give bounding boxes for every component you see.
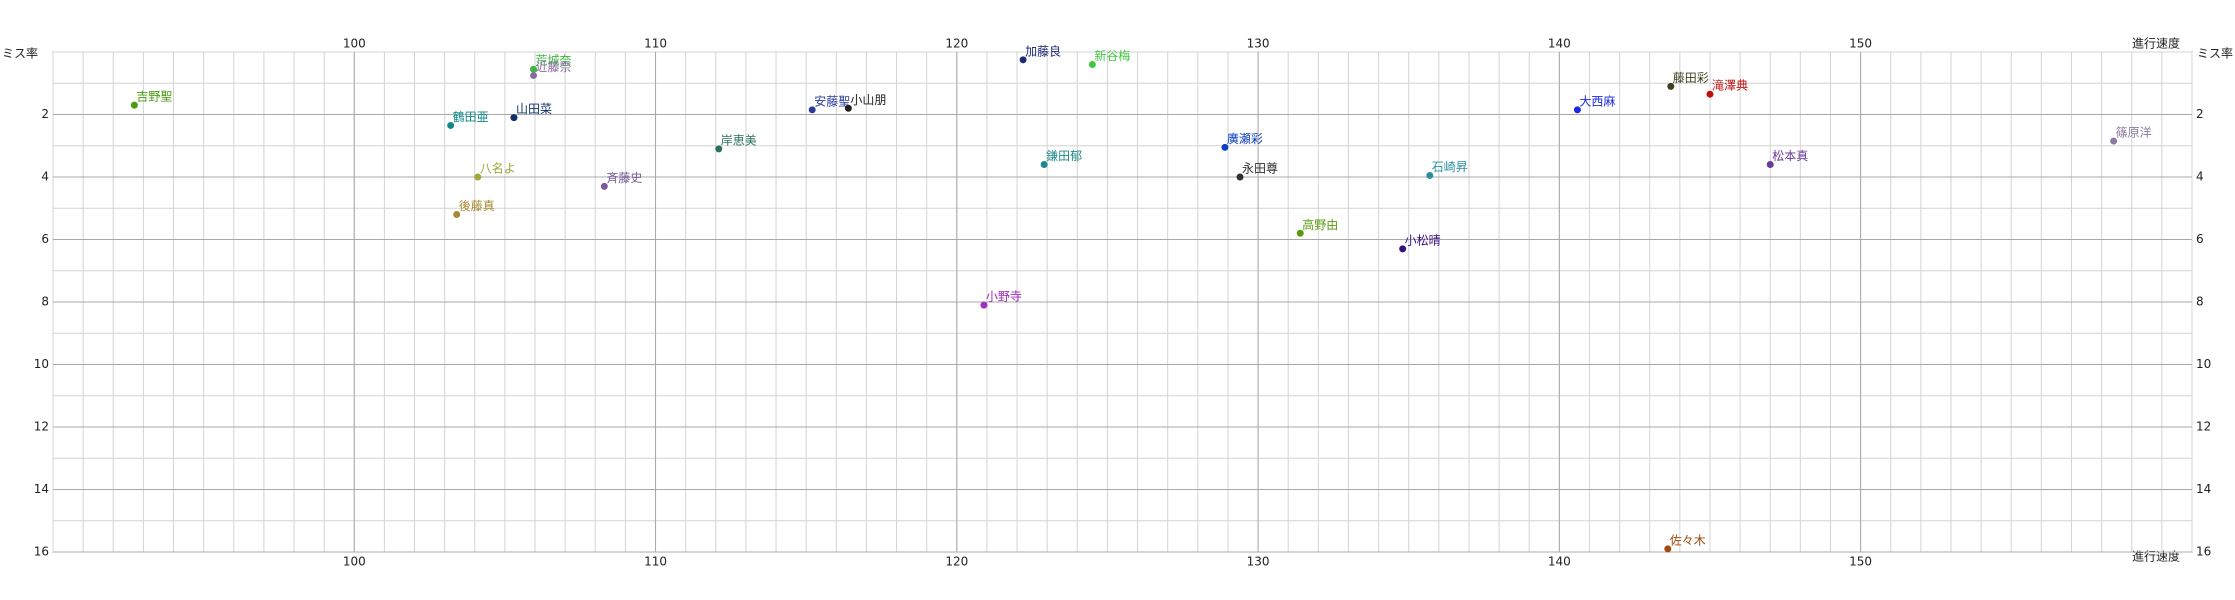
y-tick-label-right: 4 [2196, 170, 2204, 184]
y-tick-label-right: 8 [2196, 295, 2204, 309]
point-label: 荒城奈 [536, 54, 572, 68]
y-tick-label-right: 16 [2196, 545, 2211, 559]
x-tick-label-top: 140 [1548, 37, 1571, 51]
point [1706, 90, 1714, 98]
y-tick-label-right: 2 [2196, 107, 2204, 121]
point [1573, 106, 1581, 114]
y-tick-label: 16 [34, 545, 49, 559]
point-label: 石崎昇 [1432, 160, 1468, 174]
point-label: 大西麻 [1579, 93, 1615, 108]
point [474, 173, 482, 181]
point-label: 小山朋 [850, 93, 886, 107]
x-tick-label-bottom: 120 [945, 555, 968, 569]
x-tick-label-bottom: 150 [1849, 555, 1872, 569]
point-label: 佐々木 [1670, 533, 1706, 547]
y-tick-label: 6 [41, 232, 49, 246]
point [530, 71, 538, 79]
point [808, 106, 816, 114]
point [2110, 137, 2118, 145]
y-tick-label-right: 10 [2196, 357, 2211, 371]
point [530, 65, 538, 73]
point-label: 八名よ [480, 161, 516, 176]
x-tick-label-top: 130 [1247, 37, 1270, 51]
x-tick-label-bottom: 100 [343, 555, 366, 569]
y-tick-label-right: 14 [2196, 482, 2211, 496]
x-tick-label-bottom: 140 [1548, 555, 1571, 569]
point [844, 104, 852, 112]
point-label: 山田菜 [516, 102, 552, 116]
y-tick-label: 2 [41, 107, 49, 121]
point [1221, 143, 1229, 151]
point-label: 鶴田亜 [453, 109, 489, 124]
point-label: 滝澤典 [1712, 79, 1748, 93]
point [1766, 161, 1774, 168]
y-tick-label: 12 [34, 420, 49, 434]
point-label: 近藤奈 [536, 60, 572, 74]
x-tick-label-top: 120 [945, 37, 968, 51]
point [715, 145, 723, 153]
point-label: 小野寺 [986, 290, 1022, 304]
point-label: 松本真 [1772, 149, 1808, 163]
point [510, 114, 518, 122]
y-tick-label: 10 [34, 357, 49, 371]
y-tick-label: 4 [41, 170, 49, 184]
point [1667, 82, 1675, 90]
point [1019, 56, 1027, 64]
x-tick-label-bottom: 110 [644, 555, 667, 569]
y-axis-label-right: ミス率 [2197, 46, 2233, 61]
point [1040, 161, 1048, 168]
point [980, 301, 988, 309]
y-tick-label-right: 6 [2196, 232, 2204, 246]
point [453, 211, 461, 218]
point-label: 吉野聖 [136, 90, 172, 104]
y-tick-label-right: 12 [2196, 420, 2211, 434]
point [600, 182, 608, 190]
point-label: 斉藤史 [606, 170, 642, 185]
point-label: 永田尊 [1242, 161, 1278, 176]
point-label: 後藤真 [459, 199, 495, 213]
y-tick-label: 14 [34, 482, 49, 496]
x-tick-label-top: 150 [1849, 37, 1872, 51]
point [1426, 171, 1434, 179]
y-axis-label: ミス率 [2, 46, 38, 61]
point [1088, 61, 1096, 68]
y-tick-label: 8 [41, 295, 49, 309]
x-axis-label-top: 進行速度 [2132, 36, 2180, 51]
point-label: 安藤聖 [814, 93, 850, 108]
x-tick-label-top: 110 [644, 37, 667, 51]
point [1664, 545, 1672, 553]
point-label: 新谷梅 [1094, 48, 1130, 63]
point-label: 小松晴 [1405, 233, 1441, 247]
x-axis-label-bottom: 進行速度 [2132, 549, 2180, 564]
point-label: 加藤良 [1025, 43, 1061, 58]
point-label: 廣瀬彩 [1227, 132, 1263, 146]
point-label: 岸恵美 [721, 133, 757, 147]
x-tick-label-bottom: 130 [1247, 555, 1270, 569]
point [1236, 173, 1244, 181]
x-tick-label-top: 100 [343, 37, 366, 51]
point-label: 篠原洋 [2116, 125, 2152, 140]
point-label: 鎌田郁 [1046, 148, 1082, 163]
point-label: 藤田彩 [1673, 71, 1709, 85]
point [130, 101, 138, 109]
point [1296, 229, 1304, 237]
point-label: 高野由 [1302, 217, 1338, 232]
point [447, 121, 455, 129]
point [1399, 245, 1407, 253]
